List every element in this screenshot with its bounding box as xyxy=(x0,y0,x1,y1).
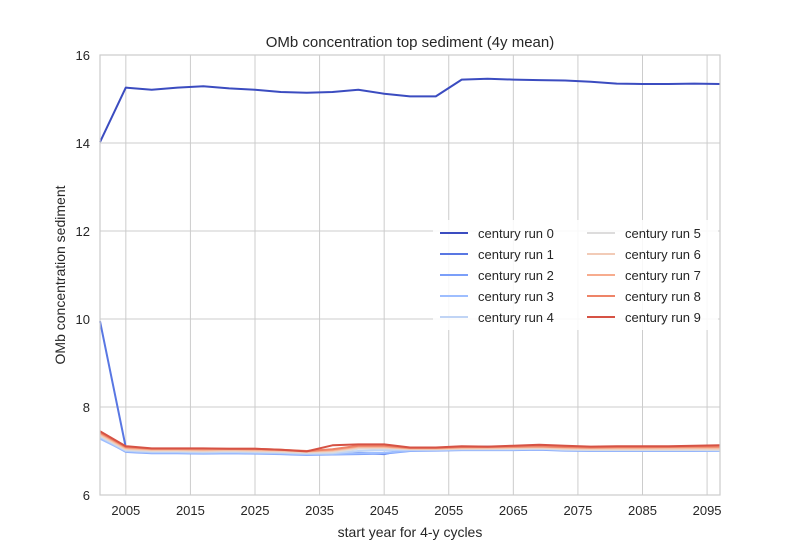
y-tick-label: 12 xyxy=(76,224,90,239)
series-line-run-0 xyxy=(99,77,721,143)
x-tick-labels: 2005 2015 2025 2035 2045 2055 2065 2075 2085 2095 xyxy=(111,503,721,518)
x-tick-label: 2015 xyxy=(176,503,205,518)
y-tick-label: 16 xyxy=(76,48,90,63)
y-tick-labels: 6 8 10 12 14 16 xyxy=(76,48,90,503)
x-tick-label: 2055 xyxy=(434,503,463,518)
x-tick-label: 2095 xyxy=(693,503,722,518)
plot-frame xyxy=(99,54,721,496)
legend-label: century run 8 xyxy=(625,289,701,304)
x-tick-label: 2075 xyxy=(563,503,592,518)
x-tick-label: 2065 xyxy=(499,503,528,518)
x-axis-label: start year for 4-y cycles xyxy=(338,524,483,540)
y-axis-label: OMb concentration sediment xyxy=(52,185,68,364)
y-tick-label: 10 xyxy=(76,312,90,327)
legend-label: century run 5 xyxy=(625,226,701,241)
legend-label: century run 0 xyxy=(478,226,554,241)
y-tick-label: 8 xyxy=(83,400,90,415)
legend-label: century run 9 xyxy=(625,310,701,325)
x-tick-label: 2035 xyxy=(305,503,334,518)
legend-label: century run 6 xyxy=(625,247,701,262)
x-tick-label: 2085 xyxy=(628,503,657,518)
series-line-run-9 xyxy=(99,430,721,453)
legend-label: century run 3 xyxy=(478,289,554,304)
legend-label: century run 4 xyxy=(478,310,554,325)
x-tick-label: 2025 xyxy=(241,503,270,518)
y-tick-label: 14 xyxy=(76,136,90,151)
series-layer xyxy=(99,77,721,456)
chart-title: OMb concentration top sediment (4y mean) xyxy=(266,34,554,51)
legend-label: century run 1 xyxy=(478,247,554,262)
legend-label: century run 7 xyxy=(625,268,701,283)
legend-label: century run 2 xyxy=(478,268,554,283)
x-tick-label: 2045 xyxy=(370,503,399,518)
x-tick-label: 2005 xyxy=(111,503,140,518)
legend: century run 0 century run 1 century run 2 c… xyxy=(433,220,718,330)
legend-box xyxy=(433,220,718,330)
y-tick-label: 6 xyxy=(83,488,90,503)
